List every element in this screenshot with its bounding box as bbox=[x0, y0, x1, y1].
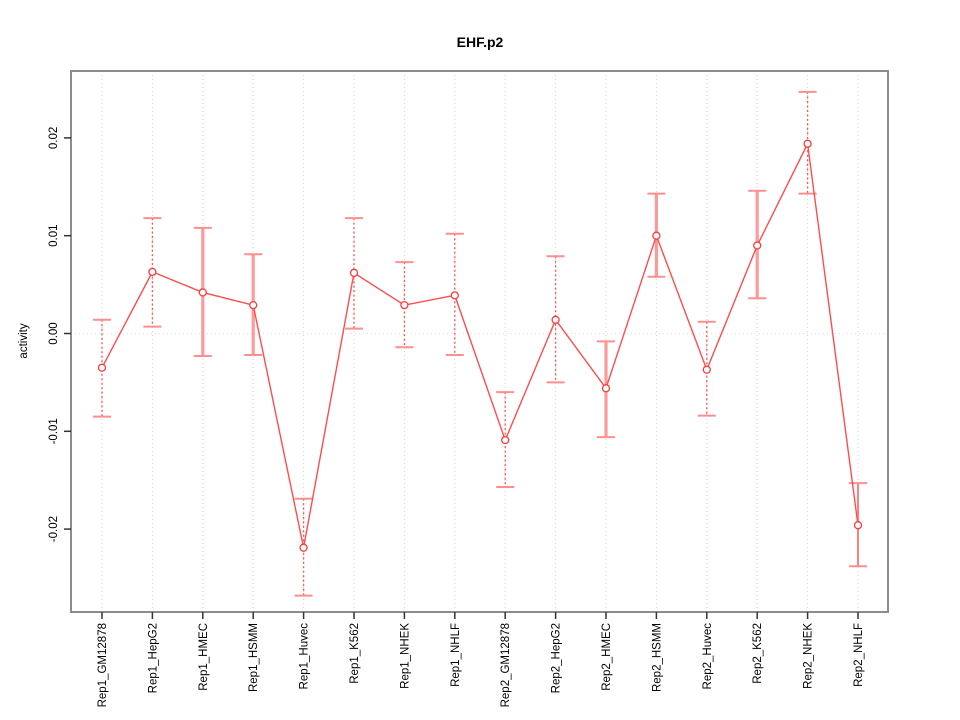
x-tick-label: Rep2_NHEK bbox=[803, 623, 815, 689]
series-line bbox=[101, 141, 859, 548]
x-tick-label: Rep2_K562 bbox=[752, 623, 764, 684]
x-tick-label: Rep2_NHLF bbox=[853, 623, 865, 687]
x-tick-label: Rep1_GM12878 bbox=[97, 623, 109, 707]
chart-title: EHF.p2 bbox=[457, 34, 504, 50]
x-tick-label: Rep1_NHEK bbox=[399, 623, 411, 689]
y-tick-label: 0.02 bbox=[48, 127, 60, 149]
y-tick-label: -0.01 bbox=[48, 418, 60, 444]
data-point bbox=[299, 543, 308, 552]
data-point bbox=[249, 300, 258, 310]
x-tick-label: Rep2_HMEC bbox=[601, 623, 613, 691]
x-tick-label: Rep1_K562 bbox=[349, 623, 361, 684]
data-point bbox=[652, 231, 661, 240]
x-tick-label: Rep2_GM12878 bbox=[500, 623, 512, 707]
data-point bbox=[551, 315, 560, 324]
plot-area: -0.02 -0.01 0.00 0.01 0.02 Rep1_GM12878 Rep1_H… bbox=[48, 70, 889, 707]
data-point bbox=[753, 241, 762, 250]
data-point bbox=[97, 363, 107, 372]
y-tick-label: 0.01 bbox=[48, 225, 60, 247]
x-tick-label: Rep2_Huvec bbox=[702, 623, 714, 690]
y-axis-label: activity bbox=[18, 323, 30, 358]
x-tick-label: Rep1_HSMM bbox=[248, 623, 260, 692]
x-tick-label: Rep2_HepG2 bbox=[551, 623, 563, 693]
y-tick-label: -0.02 bbox=[48, 516, 60, 542]
data-point bbox=[198, 288, 207, 297]
data-point bbox=[450, 291, 459, 300]
data-point bbox=[349, 268, 359, 278]
x-tick-label: Rep1_HMEC bbox=[198, 623, 210, 691]
data-point bbox=[501, 435, 510, 445]
data-point bbox=[803, 139, 812, 148]
data-point bbox=[702, 365, 711, 374]
x-tick-label: Rep1_HepG2 bbox=[147, 623, 159, 693]
data-point bbox=[601, 384, 611, 393]
plot-border bbox=[70, 70, 889, 613]
x-tick-label: Rep2_HSMM bbox=[651, 623, 663, 692]
y-tick-label: 0.00 bbox=[48, 322, 60, 344]
data-point bbox=[400, 300, 409, 310]
x-tick-label: Rep1_NHLF bbox=[450, 623, 462, 687]
data-point bbox=[853, 521, 863, 530]
x-tick-label: Rep1_Huvec bbox=[299, 623, 311, 690]
data-point bbox=[148, 267, 157, 277]
